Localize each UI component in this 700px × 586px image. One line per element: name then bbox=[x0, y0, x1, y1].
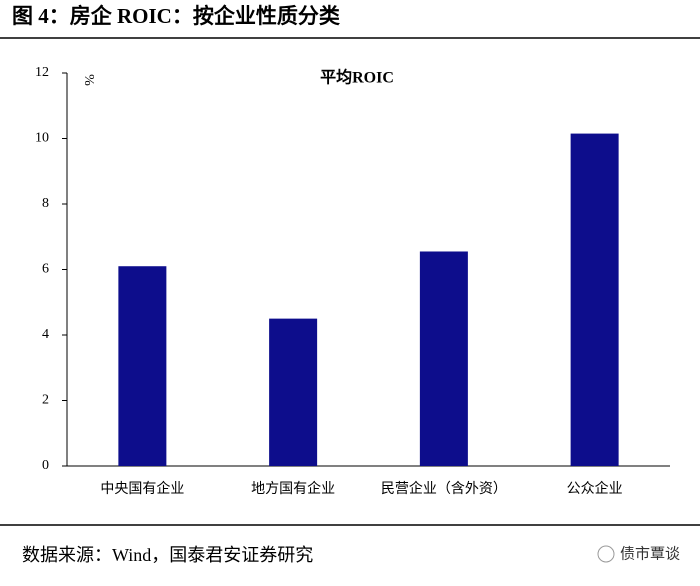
y-tick-label: 0 bbox=[42, 458, 49, 473]
source: 数据来源：Wind，国泰君安证券研究 bbox=[22, 545, 313, 565]
x-tick-label: 地方国有企业 bbox=[251, 480, 335, 497]
bar bbox=[118, 266, 167, 466]
y-tick-label: 10 bbox=[35, 131, 49, 146]
x-tick-label: 公众企业 bbox=[567, 480, 623, 497]
chart-title: 平均ROIC bbox=[320, 68, 394, 87]
bar bbox=[419, 251, 468, 466]
y-tick-label: 6 bbox=[42, 262, 49, 277]
y-tick-label: 12 bbox=[35, 65, 49, 80]
y-tick-label: 4 bbox=[42, 327, 49, 342]
y-tick-label: 2 bbox=[42, 393, 49, 408]
x-tick-label: 民营企业（含外资） bbox=[381, 480, 507, 497]
watermark-icon bbox=[597, 545, 615, 563]
page-title: 图 4：房企 ROIC：按企业性质分类 bbox=[12, 4, 341, 28]
y-tick-label: 8 bbox=[42, 196, 49, 211]
x-tick-label: 中央国有企业 bbox=[100, 480, 184, 497]
watermark: 债市覃谈 bbox=[620, 545, 680, 562]
bar bbox=[570, 133, 619, 466]
bar bbox=[269, 318, 318, 466]
y-axis-label: % bbox=[81, 74, 96, 86]
